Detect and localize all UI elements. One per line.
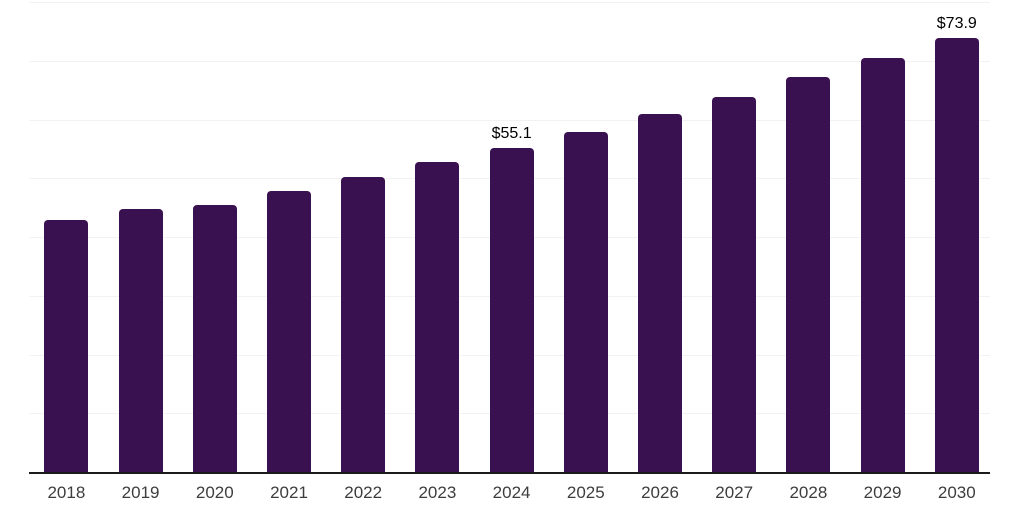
x-tick-label-2024: 2024 [492,483,531,502]
bar-2027 [712,96,757,472]
x-tick-label-2023: 2023 [418,483,457,502]
bar-value-label-2030: $73.9 [936,14,977,32]
bar-2019 [118,208,163,472]
bar-2025 [563,131,608,472]
x-tick-label-2026: 2026 [641,483,679,502]
bar-2029 [860,57,905,472]
bar-2020 [192,204,237,472]
x-tick-label-2030: 2030 [937,483,976,502]
x-tick-label-2018: 2018 [47,483,86,502]
x-tick-label-2019: 2019 [121,483,160,502]
x-tick-label-2022: 2022 [344,483,383,502]
bar-2021 [267,190,311,472]
bar-2022 [341,177,386,472]
bar-2028 [786,77,831,472]
x-tick-label-2020: 2020 [195,483,234,502]
gridline [29,119,990,121]
plot-area: $55.1 $73.9 [29,2,990,474]
gridline [29,60,990,62]
bar-2024 [489,148,534,472]
x-tick-label-2025: 2025 [566,483,605,502]
bar-2030 [934,37,979,472]
bar-2023 [415,162,460,472]
x-tick-label-2028: 2028 [789,483,828,502]
x-tick-label-2021: 2021 [270,483,308,502]
x-tick-label-2029: 2029 [863,483,902,502]
gridline [29,2,990,3]
bar-2026 [638,114,682,472]
bar-value-label-2024: $55.1 [491,125,532,143]
x-tick-label-2027: 2027 [715,483,754,502]
bar-2018 [44,219,89,472]
